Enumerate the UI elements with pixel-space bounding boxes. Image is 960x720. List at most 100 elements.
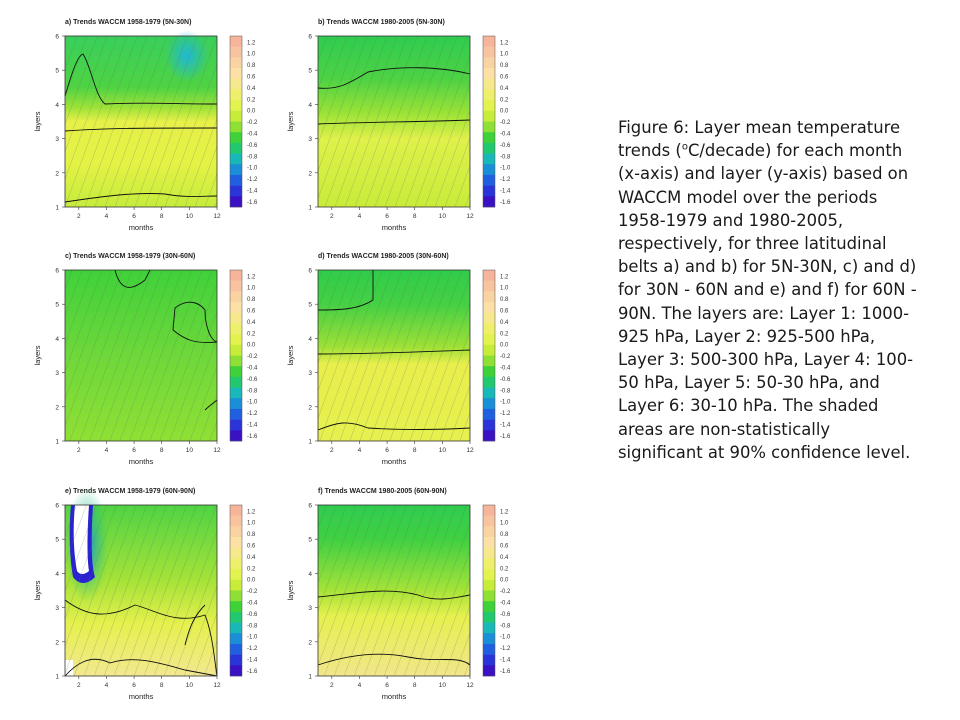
x-tick-label: 4 — [105, 447, 109, 454]
colorbar-frame — [229, 504, 243, 677]
x-axis-label: months — [382, 692, 407, 701]
hatch-non-significant — [65, 270, 217, 441]
colorbar-label: -0.2 — [500, 589, 511, 595]
colorbar-label: 0.2 — [247, 97, 256, 103]
contour-line — [317, 349, 471, 355]
colorbar-swatch — [483, 537, 495, 549]
colorbar-swatch — [230, 174, 242, 186]
colorbar-swatch — [230, 590, 242, 602]
colorbar-label: -0.6 — [500, 377, 511, 383]
x-tick-label: 10 — [186, 213, 194, 220]
colorbar-swatch — [483, 601, 495, 613]
colorbar-swatch — [483, 185, 495, 197]
colorbar-swatch — [483, 36, 495, 47]
colorbar-label: 0.6 — [247, 309, 256, 315]
colorbar-label: -0.4 — [247, 366, 258, 372]
colorbar-frame — [482, 35, 496, 208]
colorbar-swatch — [483, 366, 495, 378]
colorbar-label: 0.0 — [500, 343, 509, 349]
colorbar-label: -1.2 — [500, 177, 511, 183]
y-tick-label: 6 — [308, 34, 312, 41]
y-tick-label: 2 — [55, 170, 59, 177]
colorbar-label: -0.2 — [247, 354, 258, 360]
contour-line — [64, 193, 218, 203]
colorbar-label: 0.6 — [247, 544, 256, 550]
colorbar-swatch — [230, 153, 242, 165]
colorbar-swatch — [483, 526, 495, 538]
panel-title: b) Trends WACCM 1980-2005 (5N-30N) — [318, 19, 445, 26]
panel-e: e) Trends WACCM 1958-1979 (60N-90N) 2 4 6 8 1… — [33, 487, 258, 701]
colorbar-label: 0.0 — [500, 109, 509, 115]
x-tick-label: 10 — [439, 447, 447, 454]
contour-line — [317, 270, 374, 311]
y-axis-label: layers — [286, 111, 295, 131]
colorbar-label: -0.8 — [247, 623, 258, 629]
colorbar-label: 1.2 — [247, 40, 256, 46]
colorbar-label: -0.8 — [500, 154, 511, 160]
caption-part-2: C/decade) for each month (x-axis) and la… — [618, 141, 917, 462]
colorbar-swatch — [483, 408, 495, 420]
y-tick-label: 4 — [308, 102, 312, 109]
colorbar-swatch — [483, 622, 495, 634]
colorbar-label: 1.0 — [247, 52, 256, 58]
x-tick-label: 6 — [385, 213, 389, 220]
colorbar-swatch — [230, 132, 242, 144]
panel-title: c) Trends WACCM 1958-1979 (30N-60N) — [65, 253, 195, 260]
x-axis-label: months — [382, 223, 407, 232]
panel-title: f) Trends WACCM 1980-2005 (60N-90N) — [318, 488, 447, 495]
colorbar-swatch — [230, 611, 242, 623]
colorbar-swatch — [483, 110, 495, 122]
colorbar-swatch — [483, 46, 495, 58]
y-tick-label: 5 — [308, 68, 312, 75]
colorbar-label: -0.8 — [500, 388, 511, 394]
y-tick-label: 6 — [55, 34, 59, 41]
colorbar-swatch — [230, 569, 242, 581]
colorbar-swatch — [230, 36, 242, 47]
y-tick-label: 2 — [308, 170, 312, 177]
y-axis-label: layers — [33, 345, 42, 365]
panel-a: a) Trends WACCM 1958-1979 (5N-30N)2 4 6 8 10… — [33, 19, 258, 232]
colorbar-swatch — [483, 270, 495, 281]
colorbar-label: -1.2 — [247, 646, 258, 652]
y-axis-label: layers — [33, 580, 42, 600]
colorbar-swatch — [230, 665, 242, 677]
plot-frame — [317, 35, 471, 208]
colorbar-label: -0.2 — [500, 120, 511, 126]
x-tick-label: 2 — [330, 213, 334, 220]
colorbar-label: -0.6 — [500, 612, 511, 618]
colorbar-swatch — [230, 142, 242, 154]
colorbar-label: 0.4 — [247, 320, 256, 326]
x-tick-label: 8 — [413, 682, 417, 689]
colorbar-swatch — [230, 57, 242, 69]
colorbar-swatch — [230, 643, 242, 655]
colorbar-swatch — [230, 430, 242, 442]
colorbar-label: 0.6 — [500, 75, 509, 81]
colorbar-label: 1.2 — [247, 509, 256, 515]
colorbar-swatch — [483, 611, 495, 623]
colorbar-swatch — [483, 547, 495, 559]
colorbar-swatch — [230, 376, 242, 388]
colorbar-label: -1.0 — [247, 166, 258, 172]
colorbar-swatch — [483, 355, 495, 367]
panel-title: a) Trends WACCM 1958-1979 (5N-30N) — [65, 19, 191, 26]
x-tick-label: 2 — [77, 213, 81, 220]
colorbar-swatch — [483, 280, 495, 292]
colorbar-swatch — [483, 68, 495, 80]
colorbar-label: 0.8 — [500, 297, 509, 303]
x-tick-label: 2 — [77, 682, 81, 689]
x-tick-label: 6 — [132, 213, 136, 220]
hatch-non-significant — [65, 36, 217, 207]
colorbar-label: -1.6 — [247, 200, 258, 206]
colorbar-swatch — [230, 68, 242, 80]
colorbar-label: -1.2 — [500, 646, 511, 652]
hatch-non-significant — [318, 505, 470, 676]
colorbar-label: 0.4 — [500, 555, 509, 561]
x-tick-label: 10 — [186, 682, 194, 689]
y-tick-label: 1 — [308, 205, 312, 212]
colorbar-label: -1.4 — [500, 423, 511, 429]
colorbar-swatch — [230, 387, 242, 399]
colorbar-label: -0.2 — [500, 354, 511, 360]
y-tick-label: 6 — [55, 503, 59, 510]
x-tick-label: 12 — [466, 447, 474, 454]
colorbar-swatch — [230, 110, 242, 122]
